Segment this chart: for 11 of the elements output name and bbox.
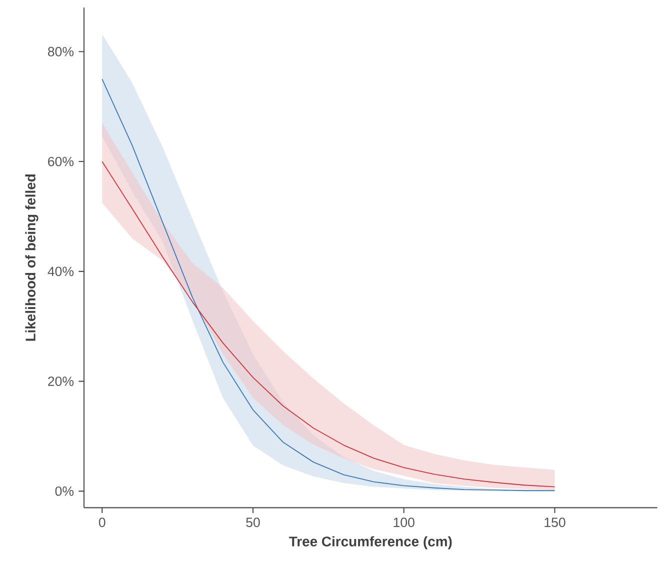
x-axis-title: Tree Circumference (cm) — [289, 536, 452, 550]
x-tick-label: 100 — [394, 518, 414, 528]
y-axis-title: Likelihood of being felled — [25, 174, 38, 341]
x-tick-label: 50 — [246, 518, 260, 528]
y-tick-label: 0% — [55, 486, 74, 496]
y-tick-label: 20% — [48, 376, 74, 386]
x-tick-label: 0 — [98, 518, 106, 528]
y-tick-label: 40% — [48, 266, 74, 276]
y-tick-label: 80% — [48, 46, 74, 56]
x-tick-label: 150 — [544, 518, 566, 528]
y-tick-label: 60% — [48, 156, 74, 166]
